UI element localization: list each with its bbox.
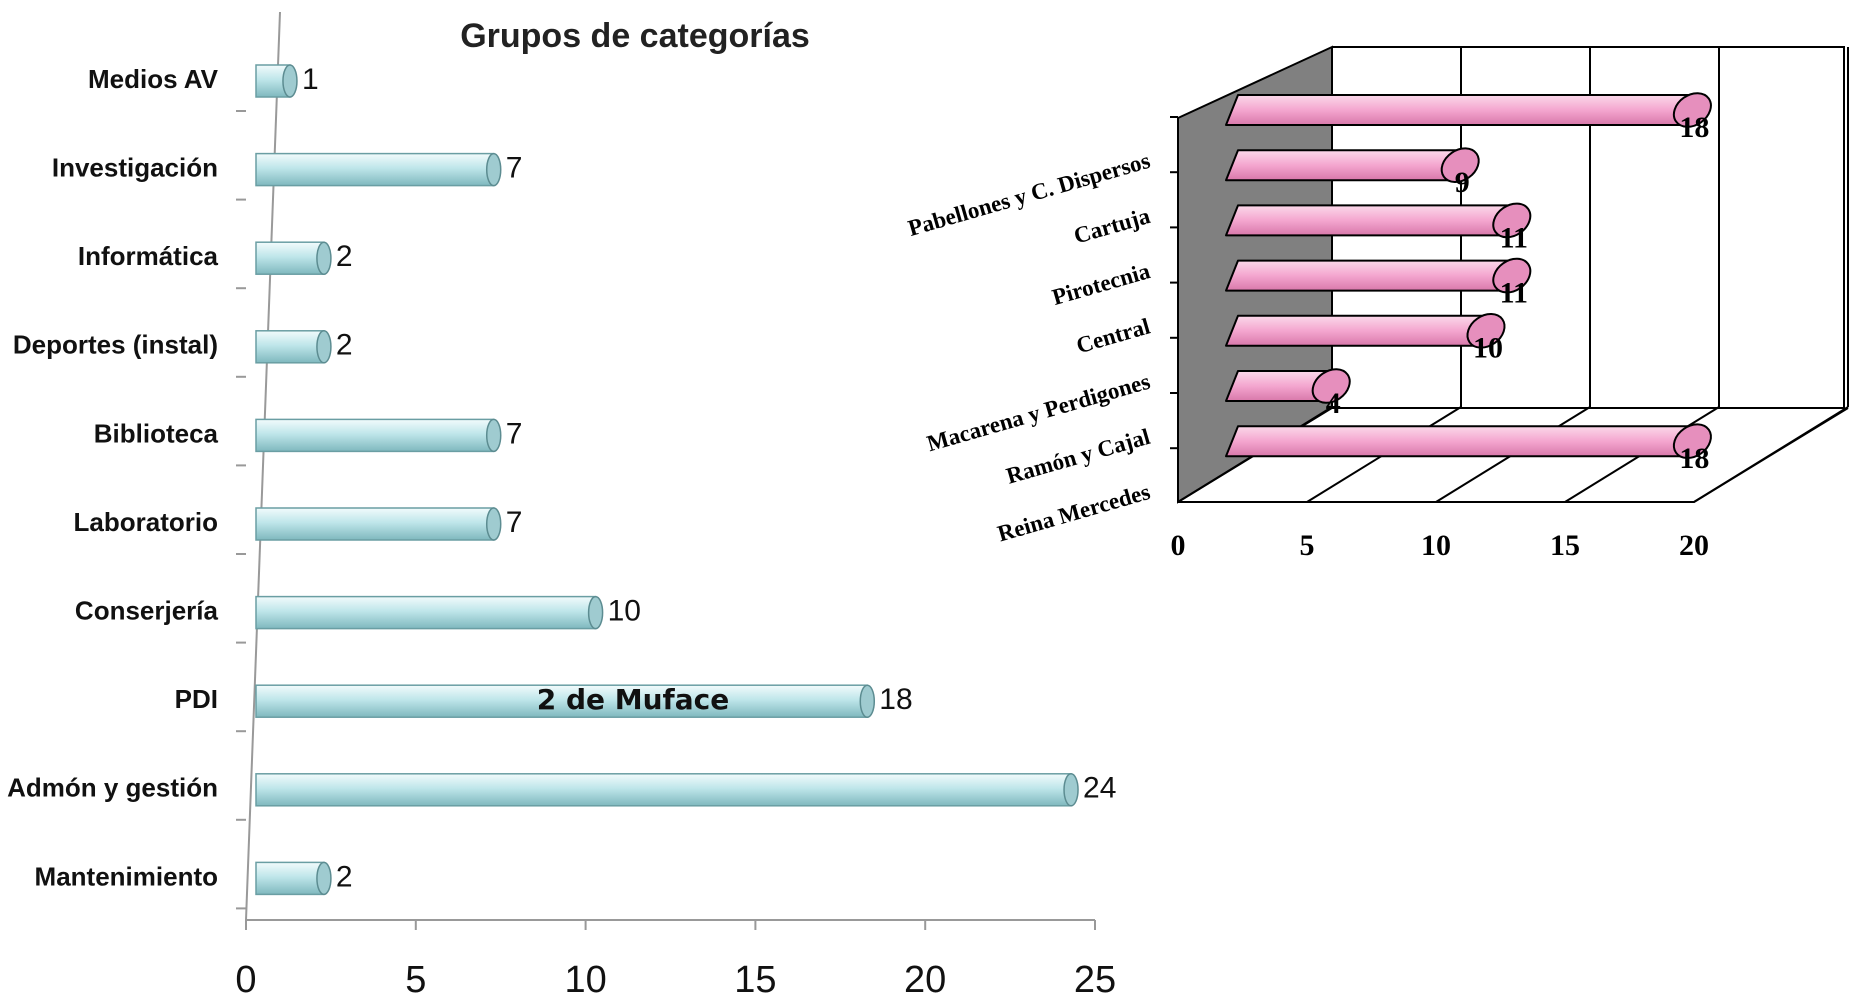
bar-cap [1492,257,1532,294]
bar [1225,259,1511,292]
y-tick-label: Admón y gestión [7,773,218,803]
value-label: 11 [1500,276,1528,309]
bar [1225,204,1511,237]
bar [255,241,325,275]
bar [255,595,597,630]
chart-title: Grupos de categorías [460,17,810,55]
value-label: 18 [1679,442,1709,475]
bar-cap [1440,147,1480,184]
bar [255,507,495,541]
value-label: 7 [506,506,523,539]
bar [255,684,869,718]
bar-cap [316,330,332,364]
y-tick-label: Medios AV [88,64,219,94]
y-tick-label: Central [1073,313,1152,358]
bar-cap [1063,773,1079,807]
x-tick-label: 5 [1300,529,1315,562]
value-label: 4 [1326,387,1341,420]
bar-cap [1311,368,1351,404]
value-label: 2 [336,240,353,273]
value-label: 24 [1083,772,1116,805]
y-tick-label: Conserjería [75,595,219,625]
bar-cap [859,684,876,718]
bar-cap [1492,202,1532,239]
y-tick-label: Pirotecnia [1049,258,1153,310]
bar [255,152,495,187]
x-tick-label: 0 [235,959,256,1001]
bar [255,773,1072,807]
value-label: 7 [506,152,523,185]
value-label: 18 [1679,111,1709,144]
y-tick-label: Biblioteca [94,418,219,448]
bar-cap [1466,312,1506,349]
x-tick-label: 5 [405,959,426,1001]
value-label: 11 [1500,221,1528,254]
bar-cap [485,418,502,453]
bar-cap [485,152,502,187]
bar [255,418,495,453]
bar-cap [316,241,332,275]
x-tick-label: 10 [564,959,606,1001]
value-label: 2 [336,329,353,362]
y-tick-label: Deportes (instal) [13,330,218,360]
y-tick-label: Investigación [52,152,218,182]
annotation: 2 de Muface [537,683,729,716]
value-label: 9 [1455,166,1470,199]
value-label: 18 [879,683,912,716]
y-tick-label: Informática [78,241,219,271]
bar-cap [587,595,604,630]
bar [1225,94,1692,126]
y-tick-label: PDI [175,684,218,714]
bar [255,330,325,364]
x-tick-label: 15 [734,959,776,1001]
x-tick-label: 20 [1679,529,1709,562]
value-label: 10 [1473,332,1503,365]
y-tick-label: Reina Mercedes [995,479,1153,546]
y-tick-label: Ramón y Cajal [1003,424,1152,489]
x-tick-label: 25 [1074,959,1116,1001]
bar [1225,149,1460,182]
bar-cap [485,507,502,541]
bar-cap [1672,423,1712,460]
value-label: 7 [506,417,523,450]
x-tick-label: 10 [1421,529,1451,562]
bar-cap [1672,92,1712,128]
x-tick-label: 20 [904,959,946,1001]
value-label: 1 [302,63,319,96]
bar-cap [316,861,332,896]
bar-cap [282,64,298,98]
value-label: 2 [336,860,353,893]
bar [1225,425,1692,458]
x-tick-label: 15 [1550,529,1580,562]
x-tick-label: 0 [1171,529,1186,562]
value-label: 10 [608,595,641,628]
grid-line [1693,406,1849,503]
y-tick-label: Cartuja [1071,203,1153,249]
bar [1225,314,1485,347]
bar [255,861,325,896]
y-tick-label: Laboratorio [74,507,218,537]
y-tick-label: Mantenimiento [35,861,218,891]
